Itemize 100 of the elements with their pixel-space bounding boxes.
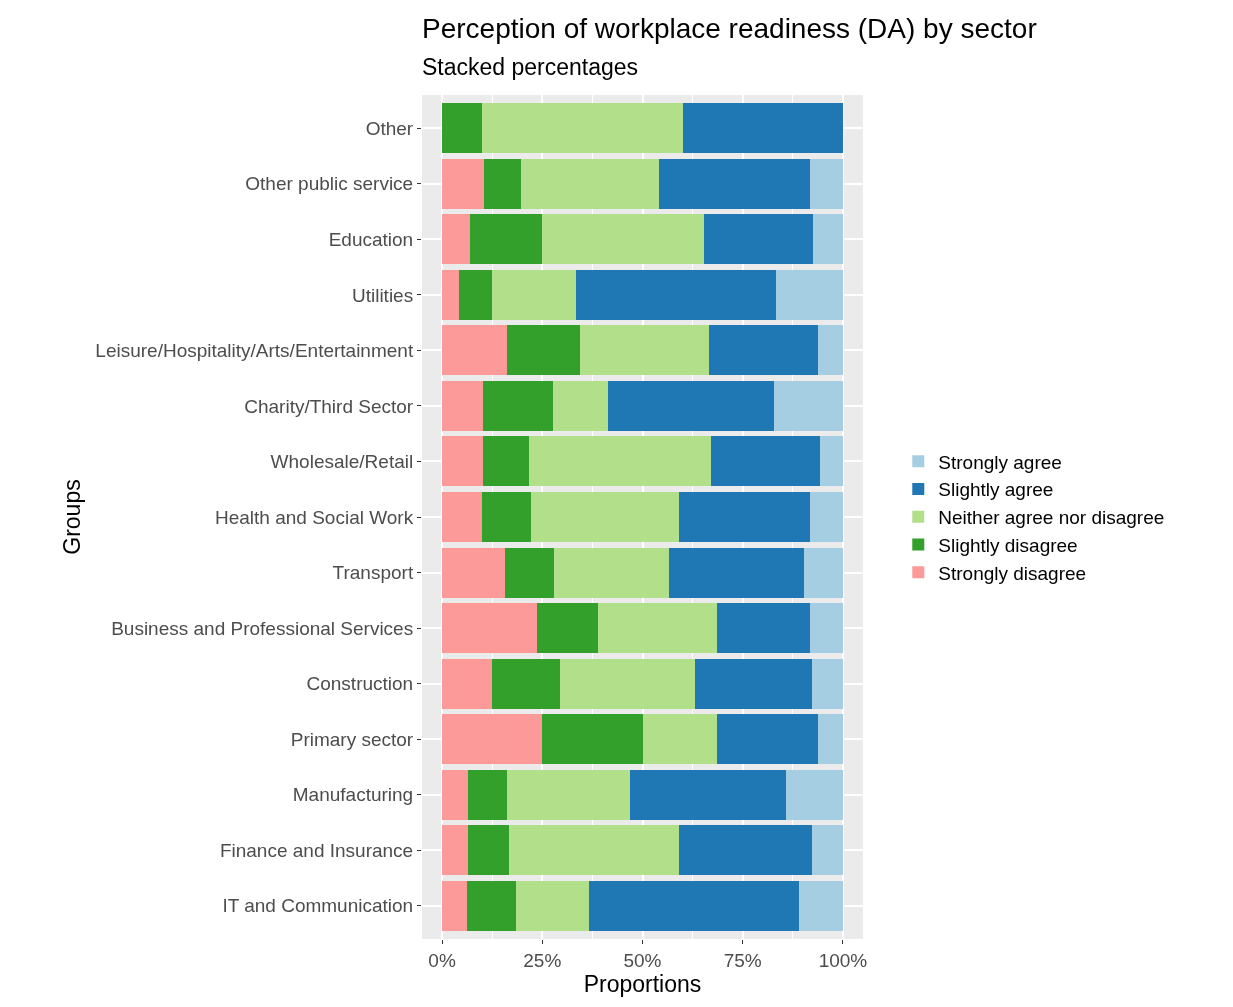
bar — [817, 714, 843, 765]
bar — [694, 658, 813, 709]
x-tick-label: 75% — [723, 949, 762, 971]
bar — [515, 880, 590, 931]
bar — [442, 658, 492, 709]
bar — [668, 547, 805, 598]
y-tick-label: Utilities — [351, 284, 414, 306]
bar — [678, 492, 811, 542]
bar — [774, 380, 843, 431]
y-tick-label: Wholesale/Retail — [270, 451, 414, 473]
bar — [813, 214, 843, 265]
bar — [482, 103, 683, 154]
bar — [442, 825, 468, 876]
bar — [528, 436, 711, 487]
bar — [442, 547, 506, 598]
bar — [589, 880, 800, 931]
x-tick-label: 25% — [523, 949, 562, 971]
y-tick-label: Transport — [332, 562, 414, 584]
bar — [710, 436, 820, 487]
bar — [608, 380, 775, 431]
y-tick-label: Manufacturing — [292, 784, 414, 806]
bar — [553, 547, 669, 598]
bar — [483, 380, 554, 431]
bar — [442, 714, 543, 765]
bar — [799, 880, 843, 931]
bar — [810, 492, 843, 542]
bar — [442, 158, 485, 209]
bar — [470, 214, 542, 265]
x-tick-label: 50% — [623, 949, 662, 971]
bar — [442, 325, 508, 376]
bar — [785, 769, 843, 820]
y-tick-label: Education — [328, 229, 414, 251]
y-axis-title: Groups — [58, 479, 85, 555]
bar — [481, 492, 531, 542]
bar — [812, 658, 843, 709]
bar — [491, 658, 560, 709]
bar — [442, 769, 468, 820]
bar — [442, 269, 459, 320]
bar — [817, 325, 843, 376]
legend-label: Slightly agree — [938, 479, 1054, 501]
bar — [509, 825, 679, 876]
y-tick-label: Health and Social Work — [215, 506, 414, 528]
bar — [709, 325, 818, 376]
bar — [575, 269, 776, 320]
y-tick-label: IT and Communication — [222, 895, 414, 917]
y-tick-label: Other — [365, 117, 414, 139]
legend-label: Strongly disagree — [938, 562, 1087, 584]
bar — [442, 436, 484, 487]
x-tick-label: 100% — [818, 949, 868, 971]
bar — [682, 103, 843, 154]
legend-label: Slightly disagree — [938, 534, 1078, 556]
bar — [598, 603, 718, 654]
bar — [810, 603, 843, 654]
y-tick-label: Finance and Insurance — [219, 839, 414, 861]
legend-label: Strongly agree — [938, 451, 1062, 473]
x-tick-label: 0% — [428, 949, 456, 971]
bar — [542, 714, 643, 765]
bar — [703, 214, 814, 265]
bar — [559, 658, 695, 709]
y-tick-label: Other public service — [245, 173, 414, 195]
bar — [537, 603, 599, 654]
bar — [717, 714, 818, 765]
bar — [466, 880, 516, 931]
y-tick-label: Charity/Third Sector — [244, 395, 414, 417]
bar — [442, 603, 538, 654]
bar — [507, 769, 631, 820]
bar — [530, 492, 679, 542]
bar — [541, 214, 704, 265]
bar — [442, 880, 467, 931]
y-tick-label: Leisure/Hospitality/Arts/Entertainment — [95, 340, 414, 362]
bar — [442, 492, 482, 542]
bar — [819, 436, 843, 487]
bar — [442, 380, 484, 431]
bar — [484, 158, 522, 209]
bar — [804, 547, 843, 598]
bar — [467, 769, 508, 820]
bar — [809, 158, 843, 209]
bar — [442, 214, 471, 265]
bar — [579, 325, 710, 376]
bar — [505, 547, 554, 598]
bar — [659, 158, 810, 209]
y-tick-label: Primary sector — [290, 728, 414, 750]
bar — [812, 825, 843, 876]
bar — [678, 825, 813, 876]
bar — [776, 269, 843, 320]
bar — [467, 825, 510, 876]
chart-subtitle: Stacked percentages — [422, 53, 639, 80]
bar — [507, 325, 580, 376]
x-axis-title: Proportions — [583, 971, 702, 998]
bar — [521, 158, 660, 209]
bar — [642, 714, 718, 765]
bar — [492, 269, 576, 320]
bar — [717, 603, 811, 654]
y-tick-label: Business and Professional Services — [111, 617, 414, 639]
bar — [483, 436, 529, 487]
legend-label: Neither agree nor disagree — [938, 507, 1165, 529]
bar — [630, 769, 786, 820]
bar — [553, 380, 609, 431]
bar — [442, 103, 483, 154]
bar — [458, 269, 493, 320]
